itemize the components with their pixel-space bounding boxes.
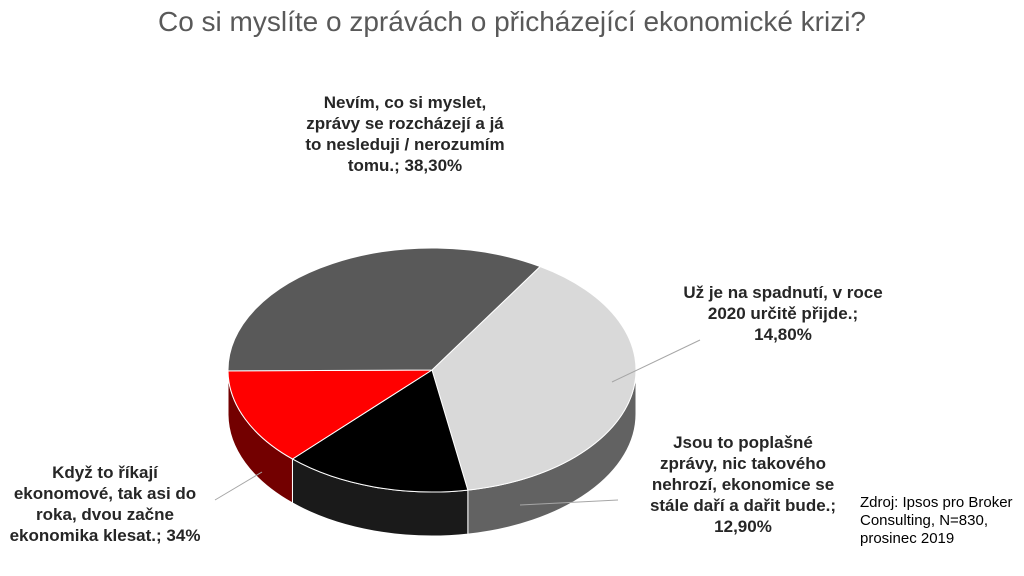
pie-tops xyxy=(227,247,637,493)
chart-title: Co si myslíte o zprávách o přicházející … xyxy=(157,6,867,37)
leader-lines xyxy=(214,339,701,506)
leader-line-2 xyxy=(214,471,263,501)
slice-label-ekonomove: Když to říkají ekonomové, tak asi do rok… xyxy=(9,463,201,545)
source-note: Zdroj: Ipsos pro Broker Consulting, N=83… xyxy=(860,494,1013,547)
slice-label-uz-je-na-spadnuti: Už je na spadnutí, v roce 2020 určitě př… xyxy=(683,283,883,344)
pie-slice-2 xyxy=(227,369,434,460)
slice-label-poplasne-zpravy: Jsou to poplašné zprávy, nic takového ne… xyxy=(649,433,837,536)
leader-line-1 xyxy=(519,499,619,506)
pie-slice-1 xyxy=(291,369,469,493)
pie-slice-0 xyxy=(431,265,637,491)
pie-slice-3 xyxy=(227,247,542,372)
slice-label-nevim: Nevím, co si myslet, zprávy se rozcházej… xyxy=(305,93,505,175)
leader-line-0 xyxy=(611,339,701,383)
